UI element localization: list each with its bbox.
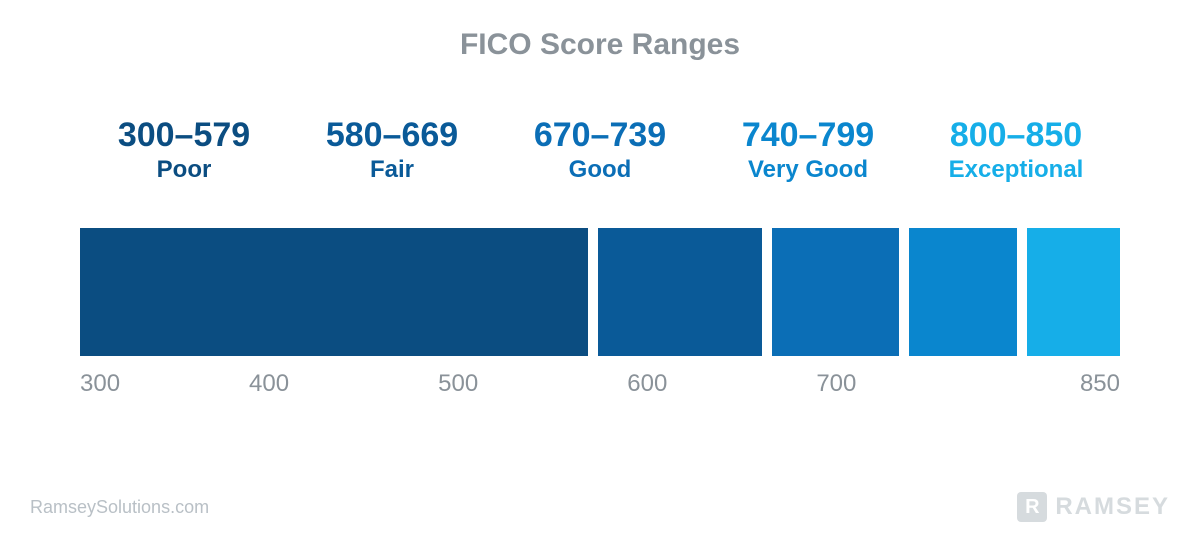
legend-item: 670–739Good <box>496 118 704 183</box>
bar-segment <box>772 228 899 356</box>
legend-range: 580–669 <box>326 118 458 154</box>
legend-range: 670–739 <box>534 118 666 154</box>
legend-range: 300–579 <box>118 118 250 154</box>
axis-tick: 400 <box>249 370 289 398</box>
brand-text: RAMSEY <box>1055 493 1170 521</box>
axis-tick: 850 <box>1080 370 1120 398</box>
legend-item: 800–850Exceptional <box>912 118 1120 183</box>
legend-item: 300–579Poor <box>80 118 288 183</box>
bar-segment <box>598 228 761 356</box>
bar-segment <box>1027 228 1120 356</box>
brand-badge-icon: R <box>1017 492 1047 522</box>
chart-title: FICO Score Ranges <box>0 28 1200 62</box>
footer-source: RamseySolutions.com <box>30 497 209 518</box>
axis-tick: 700 <box>816 370 856 398</box>
legend-range: 800–850 <box>950 118 1082 154</box>
legend-label: Exceptional <box>949 156 1084 184</box>
range-bar <box>80 228 1120 356</box>
footer-brand: R RAMSEY <box>1017 492 1170 522</box>
bar-segment <box>909 228 1018 356</box>
axis-tick: 500 <box>438 370 478 398</box>
bar-segment <box>80 228 588 356</box>
legend-item: 740–799Very Good <box>704 118 912 183</box>
axis-tick: 300 <box>80 370 120 398</box>
legend-label: Poor <box>157 156 212 184</box>
fico-infographic: FICO Score Ranges 300–579Poor580–669Fair… <box>0 0 1200 542</box>
legend: 300–579Poor580–669Fair670–739Good740–799… <box>80 118 1120 183</box>
legend-range: 740–799 <box>742 118 874 154</box>
legend-label: Very Good <box>748 156 868 184</box>
axis-tick: 600 <box>627 370 667 398</box>
legend-item: 580–669Fair <box>288 118 496 183</box>
legend-label: Good <box>569 156 632 184</box>
legend-label: Fair <box>370 156 414 184</box>
